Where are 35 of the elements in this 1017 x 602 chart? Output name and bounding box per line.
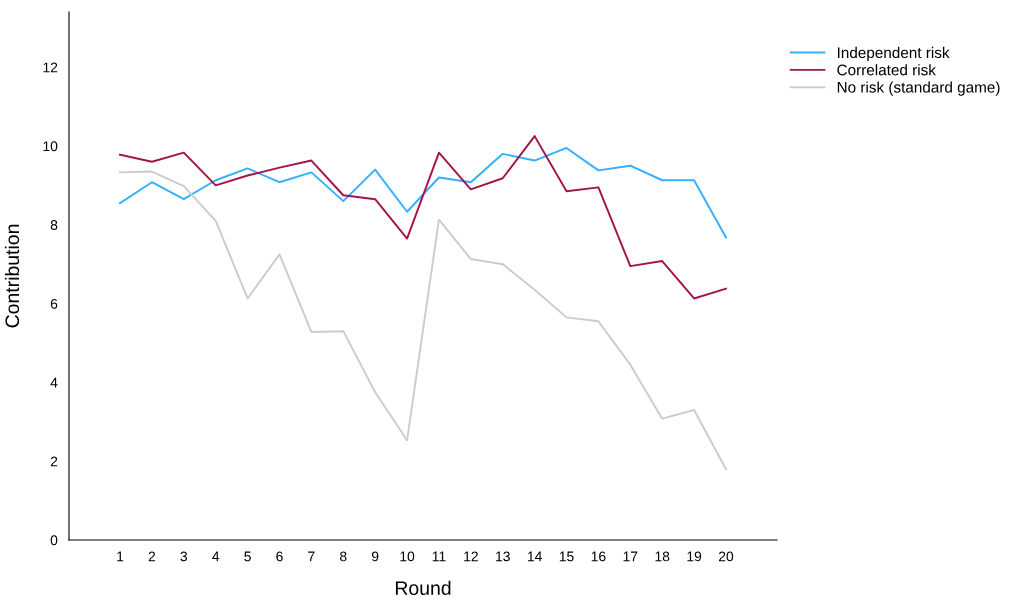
x-tick-label: 11 bbox=[432, 551, 446, 562]
x-tick-label: 2 bbox=[148, 551, 156, 562]
x-tick-label: 7 bbox=[308, 551, 315, 562]
y-tick-label: 4 bbox=[50, 377, 58, 388]
x-tick-label: 6 bbox=[276, 551, 283, 562]
x-tick-label: 16 bbox=[591, 551, 606, 562]
y-tick-label: 6 bbox=[50, 298, 58, 309]
y-tick-label: 8 bbox=[50, 220, 58, 230]
x-tick-label: 1 bbox=[117, 551, 124, 562]
legend-label: No risk (standard game) bbox=[837, 81, 1000, 96]
y-tick-label: 2 bbox=[50, 456, 58, 467]
y-axis-title: Contribution bbox=[4, 224, 20, 328]
y-tick-label: 12 bbox=[43, 62, 58, 73]
x-tick-label: 20 bbox=[718, 551, 734, 562]
x-tick-label: 19 bbox=[687, 551, 702, 562]
x-axis-title: Round bbox=[395, 580, 451, 596]
legend-label: Correlated risk bbox=[837, 64, 936, 76]
x-tick-label: 13 bbox=[496, 551, 510, 562]
x-tick-label: 12 bbox=[464, 551, 478, 562]
x-tick-label: 9 bbox=[371, 551, 379, 562]
x-tick-label: 3 bbox=[180, 551, 188, 562]
line-series bbox=[119, 146, 727, 239]
y-tick-label: 0 bbox=[50, 535, 58, 546]
line-series bbox=[119, 170, 727, 471]
line-series bbox=[119, 135, 727, 300]
x-tick-label: 18 bbox=[655, 551, 670, 562]
x-tick-label: 15 bbox=[559, 551, 574, 562]
x-tick-label: 14 bbox=[527, 551, 542, 562]
x-tick-label: 8 bbox=[340, 551, 347, 562]
x-tick-label: 4 bbox=[212, 551, 220, 562]
x-tick-label: 5 bbox=[244, 551, 251, 562]
x-tick-label: 10 bbox=[400, 551, 415, 562]
y-tick-label: 10 bbox=[43, 141, 58, 152]
x-tick-label: 17 bbox=[623, 551, 638, 562]
legend-label: Independent risk bbox=[837, 46, 950, 62]
